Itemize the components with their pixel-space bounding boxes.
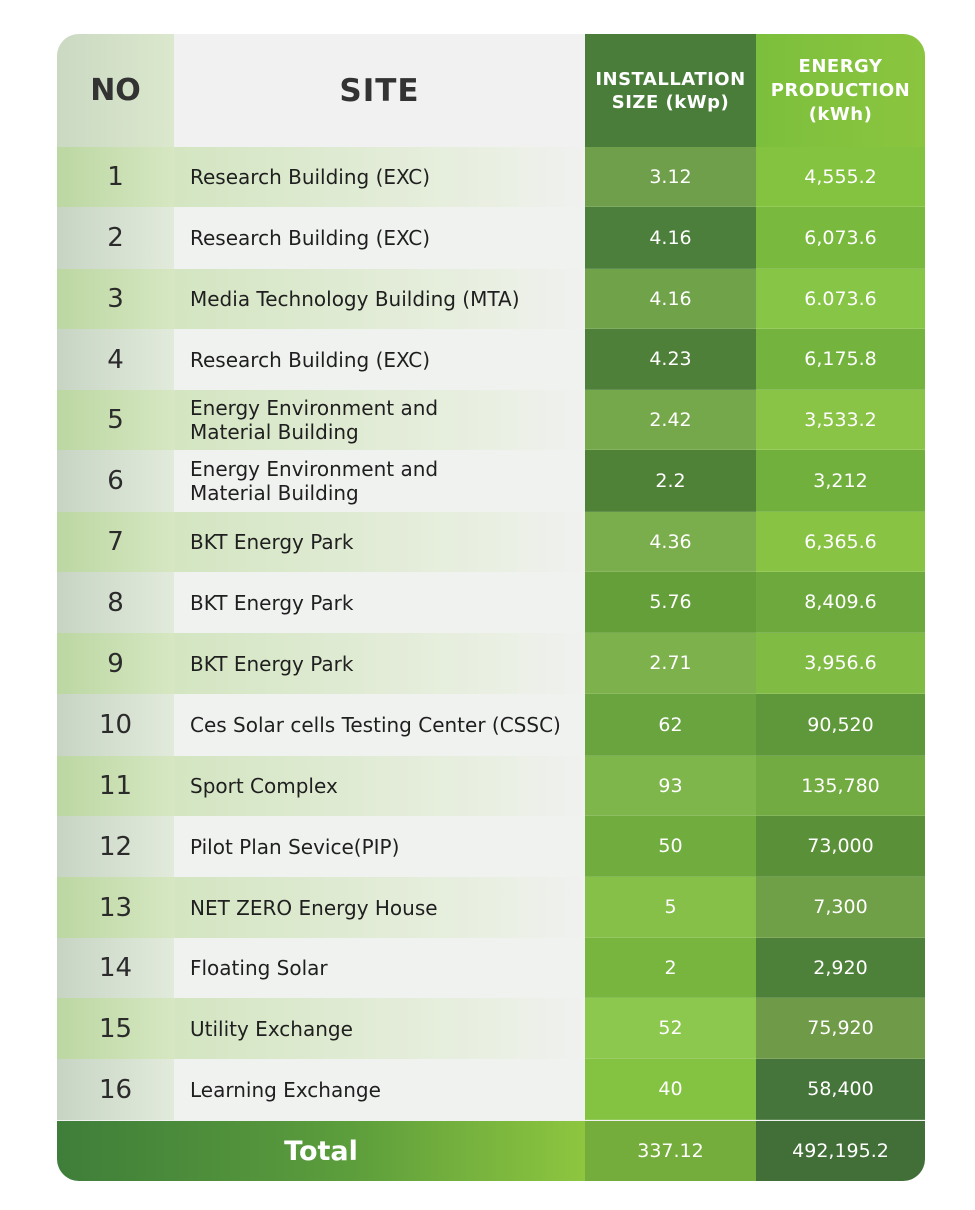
energy-production: 8,409.6 xyxy=(756,572,925,633)
site-name: BKT Energy Park xyxy=(174,633,585,694)
site-name: BKT Energy Park xyxy=(174,512,585,572)
site-name: Research Building (EXC) xyxy=(174,329,585,390)
installation-size: 4.16 xyxy=(585,207,756,269)
site-name: NET ZERO Energy House xyxy=(174,877,585,938)
energy-production: 6,073.6 xyxy=(756,207,925,269)
site-name: Learning Exchange xyxy=(174,1059,585,1120)
total-installation-size: 337.12 xyxy=(585,1121,756,1181)
table-row: 11 Sport Complex 93 135,780 xyxy=(57,756,925,816)
installation-size: 2 xyxy=(585,938,756,998)
row-number: 11 xyxy=(57,756,174,816)
site-name: Media Technology Building (MTA) xyxy=(174,269,585,329)
table-row: 8 BKT Energy Park 5.76 8,409.6 xyxy=(57,572,925,633)
installation-size: 4.23 xyxy=(585,329,756,390)
site-name: Energy Environment and Material Building xyxy=(174,390,585,450)
installation-size: 50 xyxy=(585,816,756,877)
table-row: 1 Research Building (EXC) 3.12 4,555.2 xyxy=(57,147,925,207)
row-number: 3 xyxy=(57,269,174,329)
energy-production: 2,920 xyxy=(756,938,925,998)
energy-production: 3,533.2 xyxy=(756,390,925,450)
installation-size: 93 xyxy=(585,756,756,816)
table-body: 1 Research Building (EXC) 3.12 4,555.2 2 Rese… xyxy=(57,147,925,1120)
installation-size: 2.42 xyxy=(585,390,756,450)
table-row: 15 Utility Exchange 52 75,920 xyxy=(57,998,925,1059)
installation-size: 5 xyxy=(585,877,756,938)
row-number: 2 xyxy=(57,207,174,269)
table-row: 5 Energy Environment and Material Buildin… xyxy=(57,390,925,450)
energy-production: 90,520 xyxy=(756,694,925,756)
site-name: Research Building (EXC) xyxy=(174,147,585,207)
table-row: 4 Research Building (EXC) 4.23 6,175.8 xyxy=(57,329,925,390)
energy-production: 4,555.2 xyxy=(756,147,925,207)
row-number: 8 xyxy=(57,572,174,633)
installation-size: 4.36 xyxy=(585,512,756,572)
row-number: 1 xyxy=(57,147,174,207)
energy-production: 73,000 xyxy=(756,816,925,877)
table-row: 9 BKT Energy Park 2.71 3,956.6 xyxy=(57,633,925,694)
table-row: 6 Energy Environment and Material Buildin… xyxy=(57,450,925,512)
energy-production: 3,212 xyxy=(756,450,925,512)
row-number: 16 xyxy=(57,1059,174,1120)
row-number: 6 xyxy=(57,450,174,512)
site-name: Ces Solar cells Testing Center (CSSC) xyxy=(174,694,585,756)
site-name: Sport Complex xyxy=(174,756,585,816)
installation-size: 40 xyxy=(585,1059,756,1120)
total-label: Total xyxy=(57,1121,585,1181)
total-row: Total 337.12 492,195.2 xyxy=(57,1121,925,1181)
energy-table: NO SITE INSTALLATION SIZE (kWp) ENERGY P… xyxy=(57,34,925,1181)
row-number: 4 xyxy=(57,329,174,390)
energy-production: 58,400 xyxy=(756,1059,925,1120)
site-name: BKT Energy Park xyxy=(174,572,585,633)
energy-production: 135,780 xyxy=(756,756,925,816)
table-row: 12 Pilot Plan Sevice(PIP) 50 73,000 xyxy=(57,816,925,877)
energy-production: 6.073.6 xyxy=(756,269,925,329)
energy-production: 3,956.6 xyxy=(756,633,925,694)
total-energy-production: 492,195.2 xyxy=(756,1121,925,1181)
installation-size: 5.76 xyxy=(585,572,756,633)
site-name: Utility Exchange xyxy=(174,998,585,1059)
energy-production: 7,300 xyxy=(756,877,925,938)
header-energy-production: ENERGY PRODUCTION (kWh) xyxy=(756,34,925,147)
row-number: 9 xyxy=(57,633,174,694)
header-no: NO xyxy=(57,34,174,147)
row-number: 12 xyxy=(57,816,174,877)
energy-production: 75,920 xyxy=(756,998,925,1059)
energy-production: 6,365.6 xyxy=(756,512,925,572)
site-name: Floating Solar xyxy=(174,938,585,998)
row-number: 7 xyxy=(57,512,174,572)
row-number: 15 xyxy=(57,998,174,1059)
row-number: 10 xyxy=(57,694,174,756)
installation-size: 62 xyxy=(585,694,756,756)
installation-size: 4.16 xyxy=(585,269,756,329)
site-name: Energy Environment and Material Building xyxy=(174,450,585,512)
installation-size: 52 xyxy=(585,998,756,1059)
table-row: 2 Research Building (EXC) 4.16 6,073.6 xyxy=(57,207,925,269)
row-number: 5 xyxy=(57,390,174,450)
header-installation-size: INSTALLATION SIZE (kWp) xyxy=(585,34,756,147)
table-row: 14 Floating Solar 2 2,920 xyxy=(57,938,925,998)
table-row: 10 Ces Solar cells Testing Center (CSSC) 6… xyxy=(57,694,925,756)
installation-size: 2.2 xyxy=(585,450,756,512)
installation-size: 3.12 xyxy=(585,147,756,207)
site-name: Research Building (EXC) xyxy=(174,207,585,269)
energy-production: 6,175.8 xyxy=(756,329,925,390)
table-row: 16 Learning Exchange 40 58,400 xyxy=(57,1059,925,1120)
row-number: 14 xyxy=(57,938,174,998)
table-row: 7 BKT Energy Park 4.36 6,365.6 xyxy=(57,512,925,572)
table-row: 3 Media Technology Building (MTA) 4.16 6.07… xyxy=(57,269,925,329)
row-number: 13 xyxy=(57,877,174,938)
installation-size: 2.71 xyxy=(585,633,756,694)
table-row: 13 NET ZERO Energy House 5 7,300 xyxy=(57,877,925,938)
header-site: SITE xyxy=(174,34,585,147)
site-name: Pilot Plan Sevice(PIP) xyxy=(174,816,585,877)
